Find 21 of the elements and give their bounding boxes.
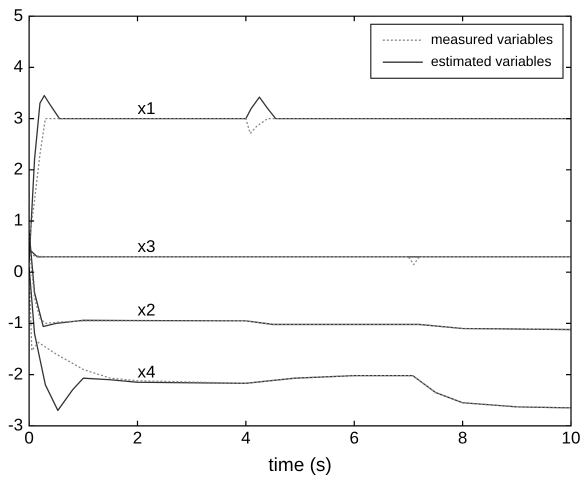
legend-label: estimated variables bbox=[430, 53, 552, 70]
y-tick-label: -3 bbox=[8, 415, 24, 434]
x-tick-label: 6 bbox=[350, 428, 359, 448]
y-tick-label: -2 bbox=[8, 364, 24, 384]
x-tick-label: 2 bbox=[132, 428, 142, 448]
y-tick-label: 3 bbox=[14, 108, 24, 128]
y-tick-label: -1 bbox=[8, 313, 24, 332]
annotation: x3 bbox=[137, 237, 156, 256]
x-tick-label: 8 bbox=[458, 428, 468, 448]
y-tick-label: 2 bbox=[14, 159, 24, 178]
legend-label: measured variables bbox=[430, 31, 553, 48]
x-tick-label: 10 bbox=[562, 428, 580, 448]
x-tick-label: 4 bbox=[241, 428, 251, 448]
y-tick-label: 4 bbox=[14, 57, 24, 76]
annotation: x1 bbox=[137, 98, 156, 118]
x-axis-title: time (s) bbox=[268, 454, 332, 476]
y-tick-label: 5 bbox=[14, 6, 24, 25]
y-tick-label: 1 bbox=[14, 210, 24, 230]
y-tick-label: 0 bbox=[14, 262, 24, 281]
annotation: x4 bbox=[137, 362, 156, 382]
annotation: x2 bbox=[137, 300, 156, 320]
